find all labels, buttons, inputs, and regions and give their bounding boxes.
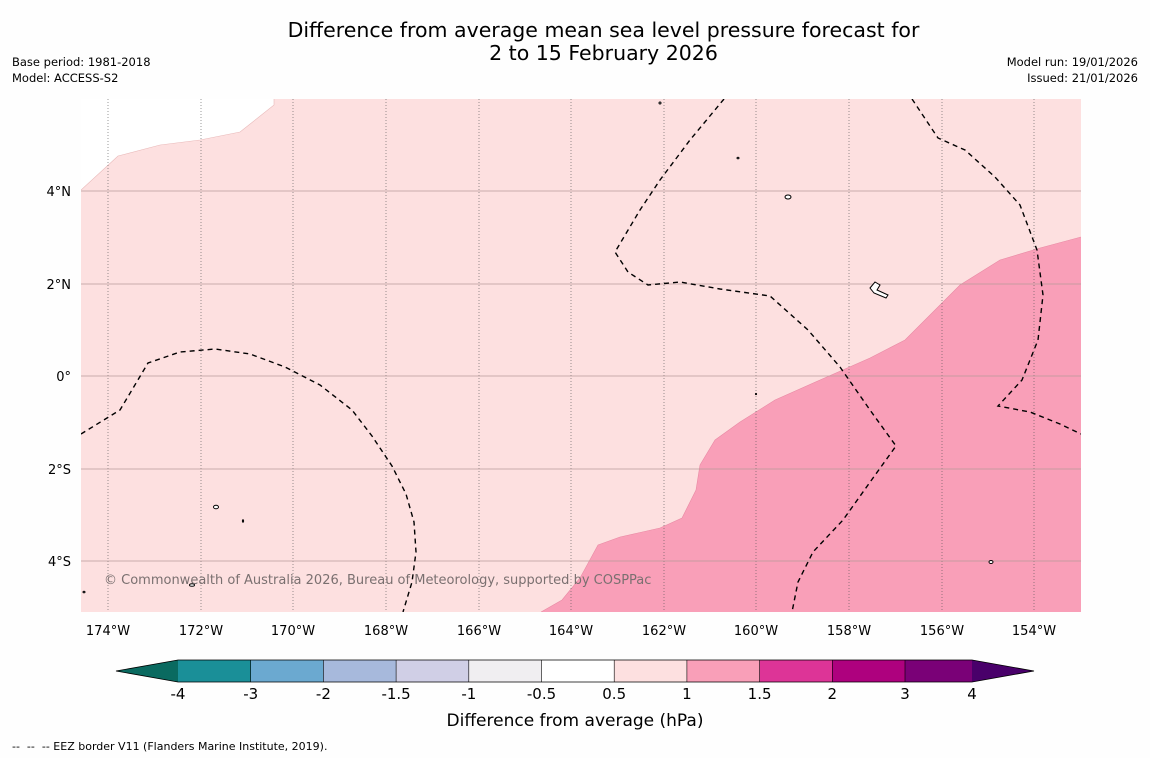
colorbar-bin <box>541 660 615 682</box>
colorbar-bin <box>250 660 324 682</box>
neutral-region <box>81 99 274 190</box>
lon-tick-label: 174°W <box>86 624 130 639</box>
island <box>213 504 219 510</box>
colorbar-tick-label: 0.5 <box>602 685 626 703</box>
island <box>241 519 245 523</box>
colorbar-tick-labels: -4 -3 -2 -1.5 -1 -0.5 0.5 1 1.5 2 3 4 <box>171 685 977 703</box>
lon-tick-label: 168°W <box>364 624 408 639</box>
lat-tick-label: 2°N <box>47 278 72 293</box>
chart-title: Difference from average mean sea level p… <box>0 19 1150 65</box>
colorbar-bin <box>468 660 542 682</box>
lat-tick-label: 0° <box>56 370 71 385</box>
lon-tick-label: 160°W <box>734 624 778 639</box>
island <box>82 590 86 594</box>
eez-border-east <box>911 99 1081 435</box>
colorbar-tick-label: -3 <box>243 685 258 703</box>
lon-tick-label: 156°W <box>920 624 964 639</box>
colorbar-bin <box>614 660 687 682</box>
colorbar-tick-label: -4 <box>171 685 186 703</box>
lat-tick-label: 4°N <box>47 185 72 200</box>
colorbar-tick-label: -1.5 <box>381 685 410 703</box>
eez-legend-note: -- -- -- EEZ border V11 (Flanders Marine… <box>12 740 328 753</box>
lon-tick-label: 166°W <box>457 624 501 639</box>
latitude-gridlines <box>81 190 1081 562</box>
colorbar-extend-high <box>972 660 1034 682</box>
colorbar-tick-label: 2 <box>828 685 838 703</box>
issued-text: Issued: 21/01/2026 <box>1027 70 1138 85</box>
eez-border-west <box>81 348 417 612</box>
colorbar-bin <box>396 660 469 682</box>
lat-tick-label: 4°S <box>48 555 71 570</box>
lon-tick-label: 154°W <box>1012 624 1056 639</box>
lon-tick-label: 164°W <box>549 624 593 639</box>
positive-anomaly-region <box>541 237 1081 612</box>
lon-tick-label: 158°W <box>827 624 871 639</box>
colorbar-tick-label: 1.5 <box>748 685 772 703</box>
colorbar-bin <box>759 660 833 682</box>
model-run-text: Model run: 19/01/2026 <box>1006 55 1138 69</box>
colorbar-tick-label: 4 <box>967 685 977 703</box>
island <box>869 281 889 299</box>
colorbar-bin <box>905 660 972 682</box>
colorbar-bin <box>178 660 251 682</box>
island <box>658 101 662 105</box>
colorbar-tick-label: -1 <box>461 685 476 703</box>
colorbar: -4 -3 -2 -1.5 -1 -0.5 0.5 1 1.5 2 3 4 Di… <box>115 659 1035 731</box>
colorbar-bin <box>686 660 760 682</box>
title-line-2: 2 to 15 February 2026 <box>489 41 718 65</box>
colorbar-tick-label: 1 <box>682 685 692 703</box>
latitude-tick-labels: 4°N 2°N 0° 2°S 4°S <box>47 185 72 570</box>
meta-right: Model run: 19/01/2026 Issued: 21/01/2026 <box>1007 55 1138 86</box>
islands <box>82 101 994 594</box>
island <box>754 392 758 396</box>
eez-border-central <box>614 99 897 612</box>
colorbar-tick-label: -2 <box>316 685 331 703</box>
island <box>784 194 792 200</box>
lon-tick-label: 162°W <box>642 624 686 639</box>
colorbar-tick-label: 3 <box>900 685 910 703</box>
eez-borders <box>81 99 1081 612</box>
copyright-text: © Commonwealth of Australia 2026, Bureau… <box>104 573 651 588</box>
island <box>189 583 195 587</box>
colorbar-tick-label: -0.5 <box>527 685 556 703</box>
lon-tick-label: 172°W <box>179 624 223 639</box>
longitude-tick-labels: 174°W 172°W 170°W 168°W 166°W 164°W 162°… <box>86 624 1056 639</box>
lon-tick-label: 170°W <box>271 624 315 639</box>
colorbar-bin <box>832 660 905 682</box>
map-axes: © Commonwealth of Australia 2026, Bureau… <box>47 99 1081 639</box>
base-period-text: Base period: 1981-2018 <box>12 55 151 69</box>
colorbar-extend-low <box>116 660 178 682</box>
island <box>736 156 740 160</box>
colorbar-label: Difference from average (hPa) <box>447 711 704 731</box>
lat-tick-label: 2°S <box>48 463 71 478</box>
island <box>988 560 994 564</box>
model-text: Model: ACCESS-S2 <box>12 70 119 85</box>
title-line-1: Difference from average mean sea level p… <box>287 18 920 42</box>
colorbar-bin <box>323 660 397 682</box>
meta-left: Base period: 1981-2018 Model: ACCESS-S2 <box>12 55 151 86</box>
